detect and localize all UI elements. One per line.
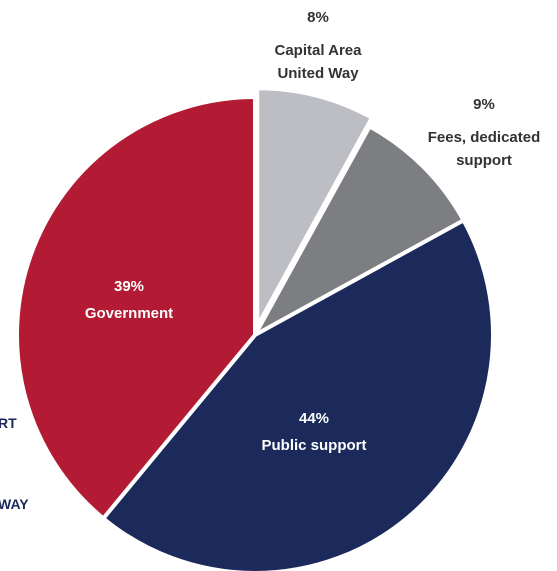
slice-label-capital-area-line1: Capital Area <box>275 42 363 59</box>
pie-slices <box>15 86 495 571</box>
slice-label-fees-line2: support <box>456 152 512 169</box>
slice-label-government: Government <box>85 305 173 322</box>
legend-fragment-lower: WAY <box>0 496 29 512</box>
pie-slice-capital-area-united-way <box>255 86 374 329</box>
slice-percent-government: 39% <box>114 278 144 295</box>
pie-slice-public-support <box>101 218 495 571</box>
slice-percent-public-support: 44% <box>299 410 329 427</box>
slice-label-capital-area-line2: United Way <box>277 65 359 82</box>
pie-slice-fees-dedicated-support <box>253 124 466 337</box>
pie-slice-government <box>15 95 257 521</box>
slice-label-public-support: Public support <box>262 437 367 454</box>
slice-percent-fees: 9% <box>473 96 495 113</box>
slice-percent-capital-area: 8% <box>307 9 329 26</box>
slice-label-fees-line1: Fees, dedicated <box>428 129 541 146</box>
legend-fragment-upper: RT <box>0 415 17 431</box>
